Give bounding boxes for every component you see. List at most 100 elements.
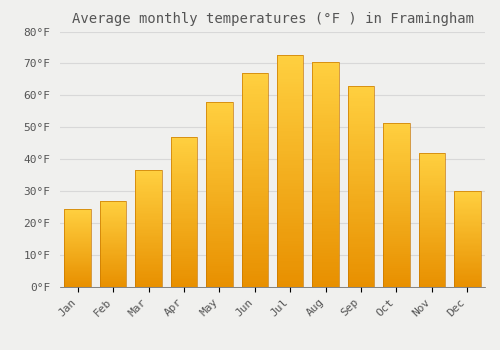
Bar xyxy=(206,153,233,155)
Bar xyxy=(136,195,162,197)
Bar xyxy=(454,245,480,246)
Bar xyxy=(136,229,162,230)
Bar xyxy=(418,218,445,220)
Bar xyxy=(242,111,268,113)
Bar xyxy=(242,175,268,177)
Bar xyxy=(242,284,268,287)
Bar xyxy=(383,149,409,151)
Bar xyxy=(312,118,339,121)
Bar xyxy=(242,167,268,169)
Bar xyxy=(242,161,268,164)
Bar xyxy=(136,246,162,248)
Bar xyxy=(170,199,197,201)
Bar xyxy=(383,129,409,131)
Bar xyxy=(383,236,409,238)
Bar xyxy=(383,184,409,186)
Bar xyxy=(454,234,480,236)
Bar xyxy=(348,262,374,264)
Bar xyxy=(277,105,303,107)
Bar xyxy=(242,73,268,76)
Bar xyxy=(206,273,233,275)
Bar xyxy=(242,172,268,175)
Bar xyxy=(454,198,480,200)
Bar xyxy=(348,202,374,204)
Bar xyxy=(64,236,91,237)
Bar xyxy=(348,176,374,179)
Bar xyxy=(242,86,268,89)
Bar xyxy=(64,222,91,223)
Bar xyxy=(170,206,197,208)
Bar xyxy=(206,169,233,171)
Bar xyxy=(64,285,91,286)
Bar xyxy=(170,238,197,240)
Bar xyxy=(383,122,409,125)
Bar xyxy=(64,232,91,233)
Bar xyxy=(206,134,233,136)
Bar xyxy=(348,270,374,272)
Bar xyxy=(277,191,303,194)
Bar xyxy=(277,151,303,154)
Bar xyxy=(136,251,162,252)
Bar xyxy=(100,266,126,268)
Bar xyxy=(64,237,91,238)
Bar xyxy=(170,171,197,173)
Bar xyxy=(454,222,480,224)
Bar xyxy=(383,238,409,240)
Bar xyxy=(136,201,162,203)
Bar xyxy=(170,218,197,219)
Bar xyxy=(348,217,374,219)
Bar xyxy=(100,277,126,278)
Bar xyxy=(312,186,339,189)
Bar xyxy=(242,142,268,145)
Bar xyxy=(64,278,91,279)
Bar xyxy=(136,262,162,264)
Bar xyxy=(100,279,126,281)
Bar xyxy=(170,234,197,236)
Bar xyxy=(64,219,91,220)
Bar xyxy=(418,166,445,168)
Bar xyxy=(242,186,268,188)
Bar xyxy=(136,188,162,189)
Bar xyxy=(312,273,339,276)
Bar xyxy=(312,279,339,281)
Bar xyxy=(170,246,197,247)
Bar xyxy=(277,226,303,229)
Bar xyxy=(277,189,303,191)
Bar xyxy=(136,242,162,243)
Bar xyxy=(348,257,374,259)
Bar xyxy=(418,220,445,222)
Bar xyxy=(348,88,374,91)
Bar xyxy=(206,120,233,122)
Bar xyxy=(64,267,91,268)
Bar xyxy=(312,205,339,208)
Bar xyxy=(348,159,374,161)
Bar xyxy=(312,172,339,174)
Bar xyxy=(348,199,374,202)
Bar xyxy=(348,244,374,247)
Bar xyxy=(206,109,233,111)
Bar xyxy=(100,232,126,233)
Bar xyxy=(136,255,162,257)
Bar xyxy=(64,284,91,285)
Bar xyxy=(206,141,233,144)
Bar xyxy=(206,229,233,231)
Bar xyxy=(312,124,339,127)
Bar xyxy=(206,278,233,280)
Bar xyxy=(383,168,409,170)
Bar xyxy=(64,271,91,272)
Bar xyxy=(277,194,303,197)
Bar xyxy=(242,92,268,94)
Bar xyxy=(136,207,162,208)
Bar xyxy=(277,55,303,58)
Bar xyxy=(277,235,303,238)
Bar xyxy=(277,87,303,90)
Bar xyxy=(242,255,268,258)
Bar xyxy=(277,96,303,99)
Bar xyxy=(64,250,91,251)
Bar xyxy=(64,230,91,231)
Bar xyxy=(170,173,197,174)
Bar xyxy=(383,279,409,281)
Bar xyxy=(170,278,197,280)
Bar xyxy=(348,181,374,184)
Bar xyxy=(136,187,162,188)
